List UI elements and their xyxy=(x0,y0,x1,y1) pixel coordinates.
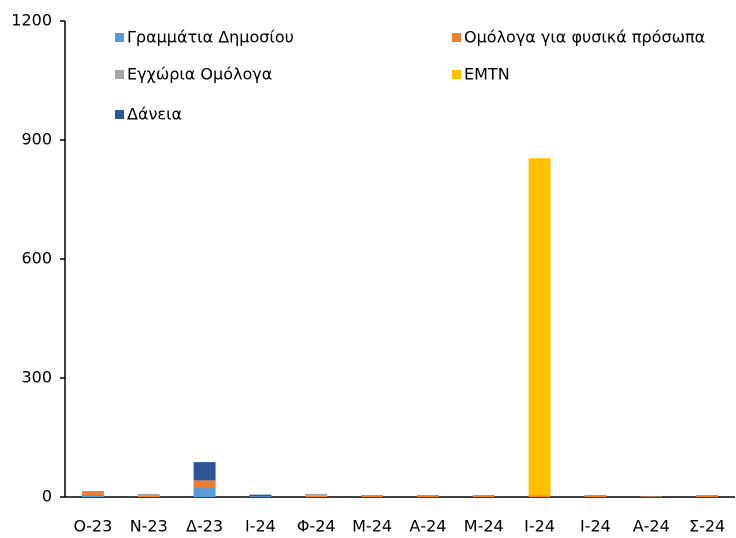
x-tick-label: Α-24 xyxy=(633,517,670,536)
legend-swatch xyxy=(452,33,461,42)
y-tick-label: 900 xyxy=(21,130,52,149)
bar-segment xyxy=(193,462,216,481)
bar-segment xyxy=(305,495,328,497)
x-tick-label: Α-24 xyxy=(409,517,446,536)
bar-segment xyxy=(416,495,439,497)
bar-segment xyxy=(193,487,216,497)
y-tick-label: 1200 xyxy=(11,11,52,30)
legend-label: EMTN xyxy=(464,65,510,84)
legend-label: Δάνεια xyxy=(127,105,182,124)
y-tick-label: 600 xyxy=(21,249,52,268)
x-tick-label: Δ-23 xyxy=(186,517,223,536)
x-tick-label: Ο-23 xyxy=(74,517,113,536)
bar-segment xyxy=(249,494,272,497)
bar-segment xyxy=(193,480,216,488)
x-tick-label: Ι-24 xyxy=(524,517,555,536)
legend-label: Ομόλογα για φυσικά πρόσωπα xyxy=(464,28,705,47)
bar-segment xyxy=(137,493,160,496)
bar-segment xyxy=(137,495,160,497)
bar-segment xyxy=(472,495,495,497)
bar-segment xyxy=(305,493,328,496)
bar-segment xyxy=(584,495,607,497)
x-tick-label: Ι-24 xyxy=(245,517,276,536)
x-tick-label: Ν-23 xyxy=(130,517,168,536)
x-tick-label: Φ-24 xyxy=(297,517,336,536)
x-tick-label: Μ-24 xyxy=(352,517,392,536)
bar-segment xyxy=(696,495,719,497)
y-tick-label: 0 xyxy=(42,487,52,506)
x-tick-label: Ι-24 xyxy=(580,517,611,536)
bar-segment xyxy=(249,496,272,497)
bar-segment xyxy=(361,495,384,497)
legend-swatch xyxy=(115,110,124,119)
bar-segment xyxy=(81,495,104,497)
legend-swatch xyxy=(115,33,124,42)
bar-segment xyxy=(528,495,551,497)
bar-segment xyxy=(528,158,551,496)
x-tick-label: Μ-24 xyxy=(464,517,504,536)
bar-segment xyxy=(81,491,104,496)
legend-label: Γραμμάτια Δημοσίου xyxy=(127,28,294,47)
legend-label: Εγχώρια Ομόλογα xyxy=(127,65,272,84)
y-tick-label: 300 xyxy=(21,368,52,387)
legend-swatch xyxy=(115,70,124,79)
legend-swatch xyxy=(452,70,461,79)
x-tick-label: Σ-24 xyxy=(689,517,725,536)
